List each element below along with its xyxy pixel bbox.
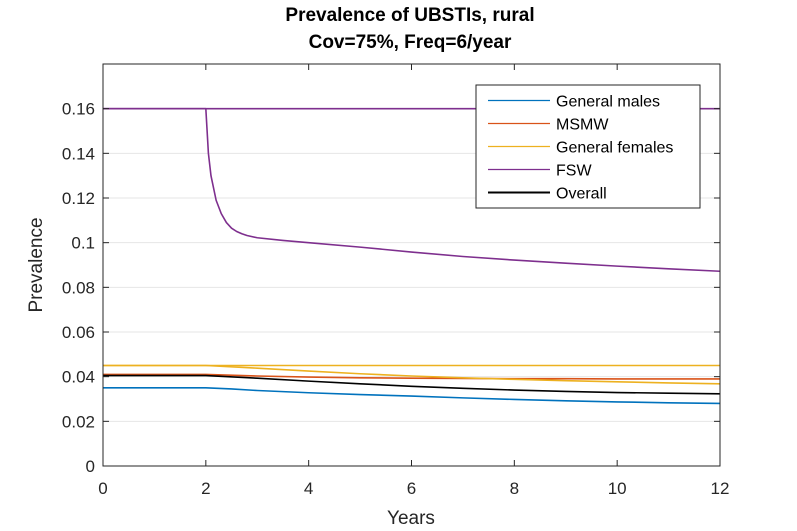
legend-label-2: General females bbox=[556, 140, 673, 157]
series-layer bbox=[103, 107, 721, 405]
y-tick-label-1: 0.02 bbox=[62, 412, 95, 431]
y-axis-label: Prevalence bbox=[26, 217, 47, 312]
series-line-0 bbox=[103, 387, 721, 405]
y-tick-label-7: 0.14 bbox=[62, 144, 95, 163]
y-tick-label-3: 0.06 bbox=[62, 323, 95, 342]
y-tick-label-5: 0.1 bbox=[71, 234, 95, 253]
x-tick-label-5: 10 bbox=[608, 479, 627, 498]
y-tick-label-4: 0.08 bbox=[62, 278, 95, 297]
y-tick-label-2: 0.04 bbox=[62, 368, 95, 387]
series-line-6 bbox=[103, 374, 721, 395]
legend: General males MSMW General females FSW Overa… bbox=[475, 84, 701, 209]
x-tick-label-4: 8 bbox=[510, 479, 519, 498]
series-line-2 bbox=[103, 364, 721, 385]
chart-title-line-1: Prevalence of UBSTIs, rural bbox=[285, 5, 534, 26]
plot-area: 0 2 4 6 8 10 12 0 0.02 0.04 0.06 0.08 0.1 0.12 0.14 0.1… bbox=[62, 63, 730, 498]
axes: 0 2 4 6 8 10 12 0 0.02 0.04 0.06 0.08 0.1 0.12 0.14 0.1… bbox=[62, 63, 730, 498]
x-tick-label-6: 12 bbox=[711, 479, 730, 498]
y-tick-label-0: 0 bbox=[86, 457, 95, 476]
y-tick-label-6: 0.12 bbox=[62, 189, 95, 208]
x-axis-label: Years bbox=[387, 508, 435, 529]
series-line-4 bbox=[103, 107, 721, 273]
y-tick-label-8: 0.16 bbox=[62, 100, 95, 119]
legend-label-3: FSW bbox=[556, 163, 592, 180]
legend-label-1: MSMW bbox=[556, 117, 609, 134]
chart-title-line-2: Cov=75%, Freq=6/year bbox=[309, 32, 512, 53]
x-tick-label-0: 0 bbox=[98, 479, 107, 498]
legend-label-4: Overall bbox=[556, 186, 607, 203]
x-tick-label-3: 6 bbox=[407, 479, 416, 498]
series-line-1 bbox=[103, 373, 720, 380]
x-tick-label-1: 2 bbox=[201, 479, 210, 498]
legend-label-0: General males bbox=[556, 94, 660, 111]
x-tick-label-2: 4 bbox=[304, 479, 313, 498]
